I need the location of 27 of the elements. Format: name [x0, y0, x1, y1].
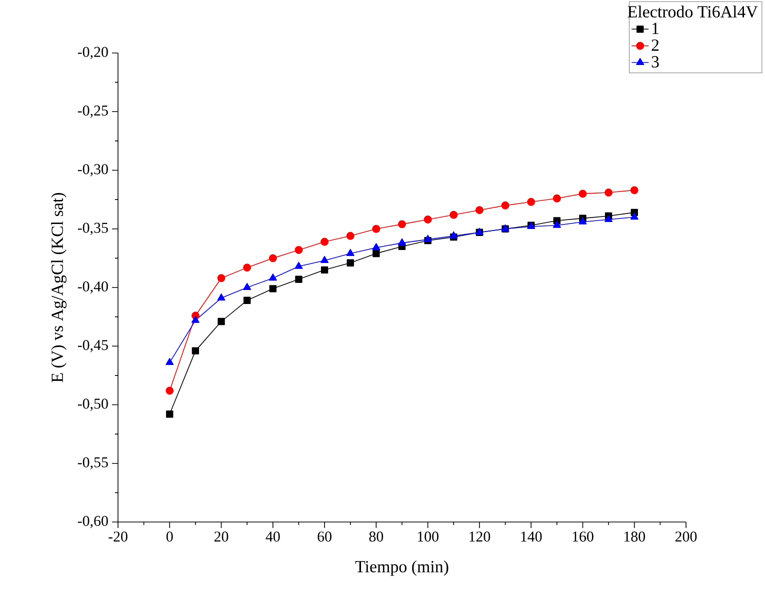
x-tick-label: 100	[418, 532, 438, 542]
x-tick-label: 140	[521, 532, 542, 542]
y-axis-title: E (V) vs Ag/AgCl (KCl sat)	[51, 193, 67, 382]
y-tick-label: -0,55	[78, 457, 108, 470]
x-tick-label: 120	[470, 532, 490, 542]
legend-label: 3	[652, 56, 659, 68]
legend-title: Electrodo Ti6Al4V	[628, 6, 758, 18]
x-tick-label: -20	[108, 532, 128, 542]
x-axis-title: Tiempo (min)	[355, 560, 448, 576]
legend-label: 2	[652, 39, 659, 51]
y-tick-label: -0,40	[78, 281, 108, 294]
x-tick-label: 0	[166, 532, 173, 542]
y-tick-label: -0,35	[78, 222, 108, 235]
x-tick-label: 40	[266, 532, 280, 542]
x-tick-label: 80	[369, 532, 384, 542]
y-tick-label: -0,50	[78, 398, 108, 411]
x-tick-label: 180	[624, 532, 646, 542]
x-tick-label: 160	[572, 532, 594, 542]
y-tick-label: -0,45	[78, 340, 108, 352]
x-tick-label: 200	[675, 532, 697, 542]
y-tick-label: -0,30	[78, 164, 108, 176]
y-tick-label: -0,20	[78, 46, 108, 60]
y-tick-label: -0,60	[78, 516, 108, 528]
x-tick-label: 60	[318, 532, 332, 542]
legend-label: 1	[652, 22, 658, 34]
y-tick-label: -0,25	[78, 106, 108, 118]
x-tick-label: 20	[214, 532, 228, 542]
